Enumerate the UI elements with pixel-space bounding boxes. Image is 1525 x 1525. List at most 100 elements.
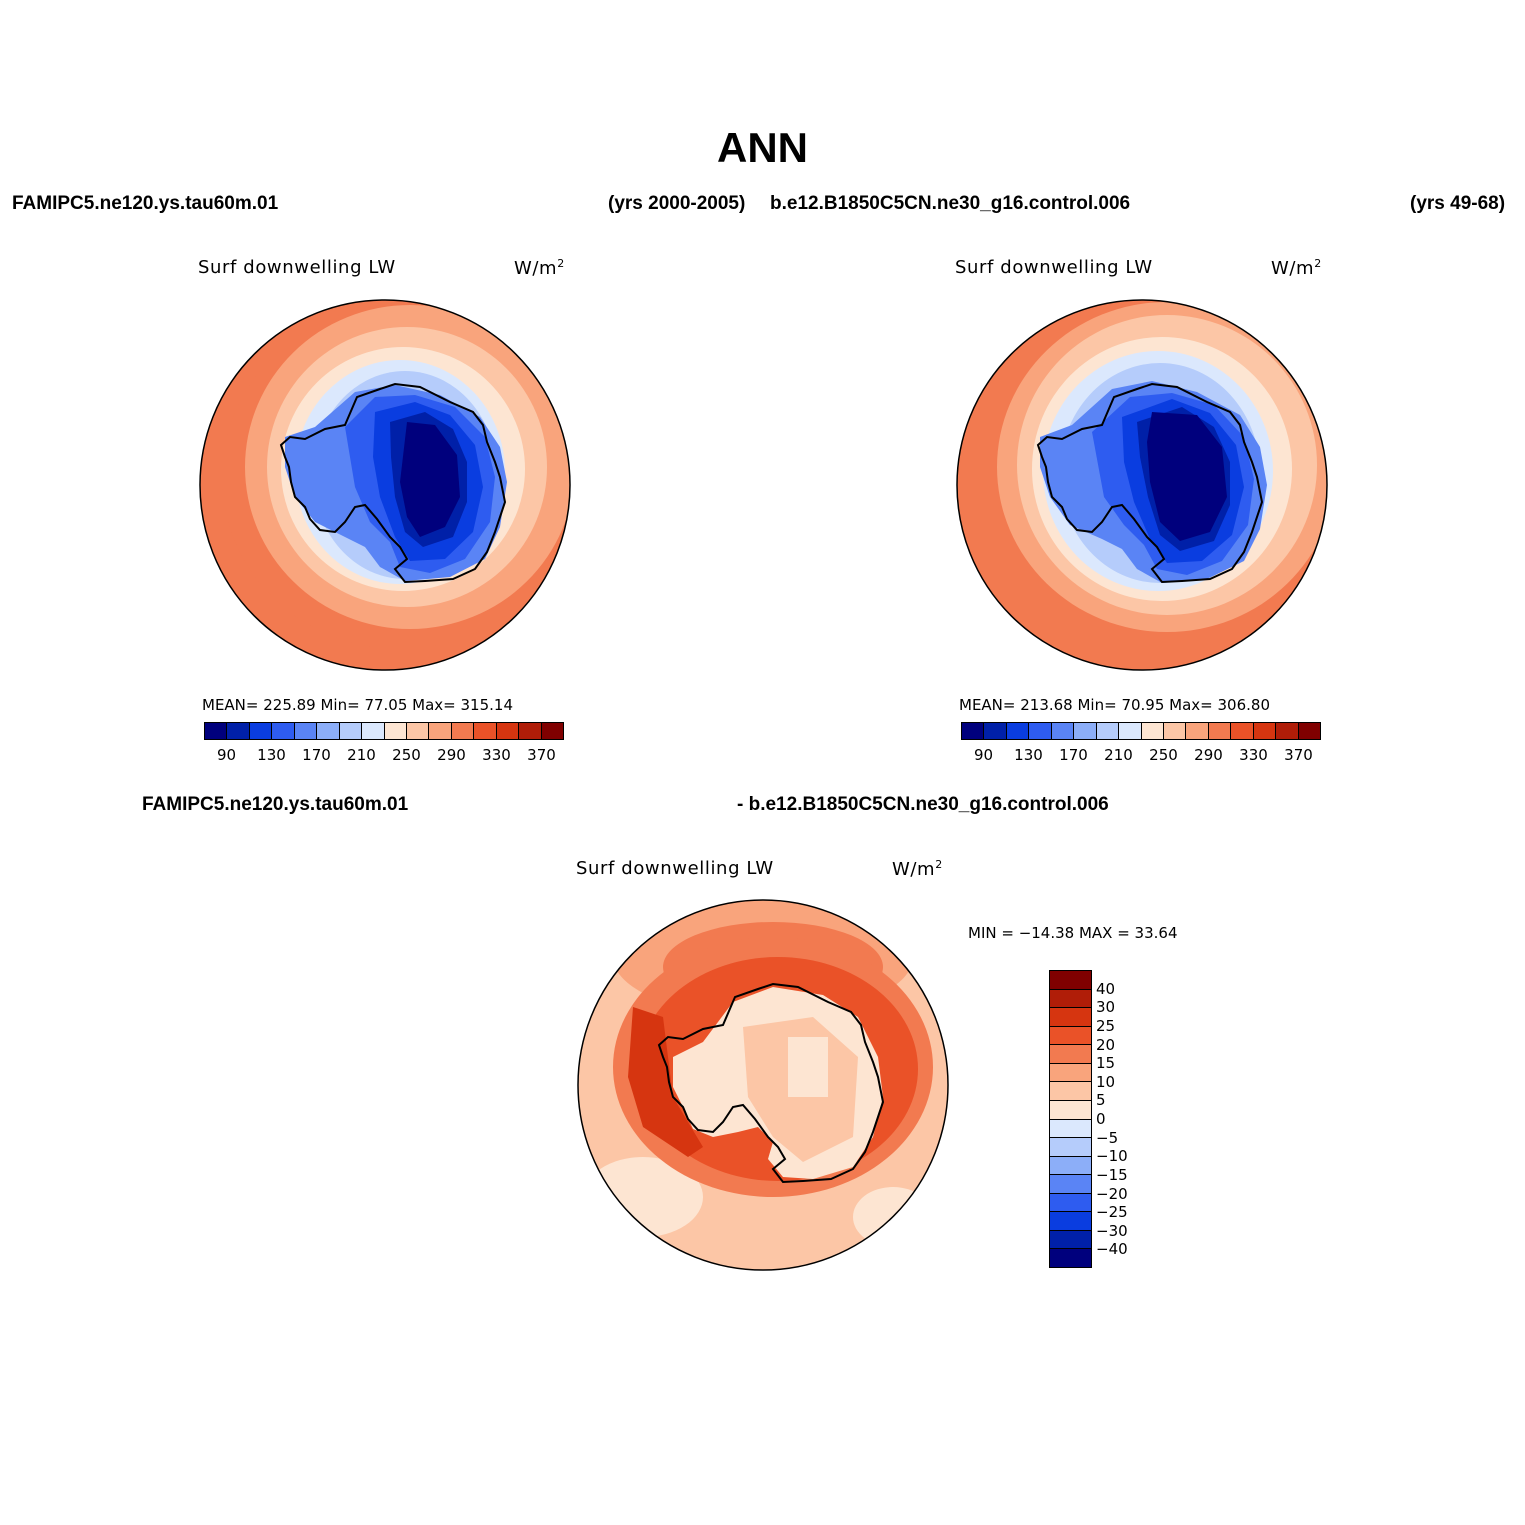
colorbar-tick-label: 250: [392, 746, 421, 764]
colorbar-swatch: [1050, 1230, 1091, 1250]
colorbar-swatch: [1050, 1119, 1091, 1139]
colorbar-tick-label: −20: [1096, 1184, 1128, 1203]
colorbar-panel-1-ticks: 90 130 170 210 250 290 330 370: [204, 746, 564, 766]
colorbar-tick-label: 290: [1194, 746, 1223, 764]
colorbar-tick-label: 210: [1104, 746, 1133, 764]
colorbar-tick-label: 170: [1059, 746, 1088, 764]
colorbar-swatch: [1050, 1138, 1091, 1157]
colorbar-swatch: [1050, 989, 1091, 1009]
colorbar-swatch: [496, 723, 520, 739]
colorbar-swatch: [294, 723, 318, 739]
colorbar-swatch: [1050, 1175, 1091, 1194]
colorbar-tick-label: 20: [1096, 1035, 1116, 1054]
colorbar-panel-1: [204, 722, 564, 740]
colorbar-swatch: [1050, 1045, 1091, 1064]
colorbar-tick-label: 40: [1096, 979, 1116, 998]
colorbar-tick-label: 130: [1014, 746, 1043, 764]
page-title: ANN: [717, 124, 808, 171]
colorbar-swatch: [984, 723, 1007, 739]
colorbar-swatch: [1119, 723, 1142, 739]
colorbar-tick-label: −30: [1096, 1221, 1128, 1240]
colorbar-swatch: [249, 723, 273, 739]
colorbar-tick-label: 330: [482, 746, 511, 764]
colorbar-swatch: [474, 723, 497, 739]
colorbar-tick-label: 330: [1239, 746, 1268, 764]
colorbar-swatch: [1050, 1082, 1091, 1101]
colorbar-swatch: [1050, 1008, 1091, 1027]
colorbar-swatch: [205, 723, 228, 739]
case1-years: (yrs 2000-2005): [608, 193, 746, 214]
diff-case-right: - b.e12.B1850C5CN.ne30_g16.control.006: [737, 794, 1109, 815]
colorbar-tick-label: 130: [257, 746, 286, 764]
colorbar-swatch: [1141, 723, 1164, 739]
colorbar-swatch: [317, 723, 340, 739]
colorbar-tick-label: 30: [1096, 998, 1116, 1017]
map-panel-2: [956, 299, 1328, 671]
colorbar-tick-label: 290: [437, 746, 466, 764]
colorbar-tick-label: 250: [1149, 746, 1178, 764]
colorbar-tick-label: 370: [527, 746, 556, 764]
panel2-units: W/m2: [1271, 257, 1322, 279]
colorbar-swatch: [1298, 723, 1320, 739]
colorbar-tick-label: 5: [1096, 1091, 1106, 1110]
colorbar-swatch: [429, 723, 452, 739]
colorbar-tick-label: 370: [1284, 746, 1313, 764]
colorbar-swatch: [272, 723, 295, 739]
panel1-stats: MEAN= 225.89 Min= 77.05 Max= 315.14: [202, 696, 513, 714]
colorbar-swatch: [1029, 723, 1052, 739]
colorbar-swatch: [519, 723, 542, 739]
colorbar-swatch: [1096, 723, 1120, 739]
colorbar-swatch: [1163, 723, 1187, 739]
colorbar-swatch: [1050, 1100, 1091, 1120]
colorbar-tick-label: −15: [1096, 1165, 1128, 1184]
colorbar-panel-2-ticks: 90 130 170 210 250 290 330 370: [961, 746, 1321, 766]
colorbar-tick-label: −40: [1096, 1240, 1128, 1259]
panel1-variable: Surf downwelling LW: [198, 257, 396, 278]
case1-name: FAMIPC5.ne120.ys.tau60m.01: [12, 193, 279, 214]
colorbar-difference: [1049, 970, 1092, 1268]
colorbar-swatch: [1276, 723, 1299, 739]
colorbar-tick-label: 90: [216, 746, 237, 764]
colorbar-swatch: [1050, 1249, 1091, 1267]
case2-years: (yrs 49-68): [1410, 193, 1506, 214]
colorbar-swatch: [1231, 723, 1254, 739]
colorbar-tick-label: −10: [1096, 1147, 1128, 1166]
colorbar-swatch: [406, 723, 430, 739]
colorbar-tick-label: 25: [1096, 1016, 1116, 1035]
colorbar-swatch: [1050, 1193, 1091, 1213]
colorbar-swatch: [1050, 1212, 1091, 1231]
colorbar-swatch: [339, 723, 363, 739]
colorbar-tick-label: −25: [1096, 1203, 1128, 1222]
colorbar-swatch: [1074, 723, 1097, 739]
colorbar-swatch: [1050, 1156, 1091, 1176]
colorbar-swatch: [1253, 723, 1277, 739]
colorbar-difference-labels: 40 30 25 20 15 10 5 0 −5 −10 −15 −20 −25 −30 −40: [1096, 970, 1156, 1268]
colorbar-swatch: [1050, 1063, 1091, 1083]
colorbar-swatch: [541, 723, 563, 739]
colorbar-swatch: [1050, 971, 1091, 990]
map-panel-1: [199, 299, 571, 671]
colorbar-tick-label: 170: [302, 746, 331, 764]
colorbar-swatch: [1208, 723, 1232, 739]
panel3-stats: MIN = −14.38 MAX = 33.64: [968, 924, 1178, 942]
colorbar-swatch: [362, 723, 385, 739]
colorbar-swatch: [1050, 1026, 1091, 1046]
panel1-units: W/m2: [514, 257, 565, 279]
colorbar-tick-label: 10: [1096, 1072, 1116, 1091]
colorbar-swatch: [227, 723, 250, 739]
case2-name: b.e12.B1850C5CN.ne30_g16.control.006: [770, 193, 1131, 214]
map-panel-difference: [577, 899, 949, 1271]
colorbar-tick-label: 90: [973, 746, 994, 764]
colorbar-tick-label: 15: [1096, 1054, 1116, 1073]
panel3-units: W/m2: [892, 858, 943, 880]
panel2-variable: Surf downwelling LW: [955, 257, 1153, 278]
colorbar-tick-label: 210: [347, 746, 376, 764]
colorbar-swatch: [1186, 723, 1209, 739]
colorbar-tick-label: −5: [1096, 1128, 1119, 1147]
colorbar-swatch: [1051, 723, 1075, 739]
colorbar-swatch: [1006, 723, 1030, 739]
diff-case-left: FAMIPC5.ne120.ys.tau60m.01: [142, 794, 409, 815]
colorbar-tick-label: 0: [1096, 1110, 1106, 1128]
panel2-stats: MEAN= 213.68 Min= 70.95 Max= 306.80: [959, 696, 1270, 714]
colorbar-swatch: [451, 723, 475, 739]
